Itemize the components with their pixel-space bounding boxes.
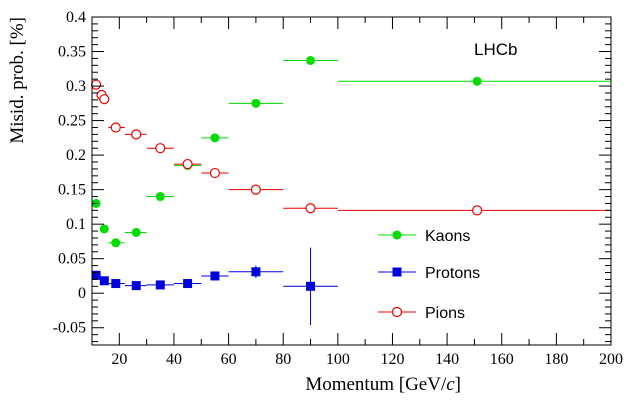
y-tick-label: 0.3	[66, 78, 86, 95]
kaons-data-point	[155, 192, 165, 202]
y-tick-label: 0.05	[58, 251, 86, 268]
kaons-data-point	[251, 98, 261, 108]
x-tick-label: 40	[166, 351, 182, 368]
x-axis-label: Momentum [GeV/c]	[305, 374, 461, 395]
x-ticks: 20 40 60 80 100 120 140 160 180 200	[91, 17, 623, 368]
pions-data-point	[155, 143, 166, 154]
pions-data-point	[209, 167, 221, 179]
legend: Kaons Protons Pions	[378, 228, 480, 322]
x-tick-label: 100	[326, 351, 350, 368]
x-tick-label: 160	[490, 351, 514, 368]
y-tick-label: 0.15	[58, 182, 86, 199]
kaons-data-point	[306, 56, 316, 66]
x-tick-label: 180	[544, 351, 568, 368]
y-tick-label: 0.4	[66, 9, 86, 26]
pions-data-point	[305, 203, 316, 214]
x-tick-label: 20	[111, 351, 127, 368]
y-tick-label: -0.05	[53, 320, 86, 337]
pions-data-point	[131, 129, 142, 140]
pions-data-point	[250, 184, 261, 195]
series-pions	[90, 79, 611, 216]
legend-label-pions: Pions	[425, 305, 465, 322]
protons-data-point	[183, 279, 193, 289]
pions-data-point	[110, 122, 121, 133]
y-tick-label: 0.35	[58, 44, 86, 61]
protons-data-point	[111, 279, 121, 289]
legend-marker-pions	[391, 306, 403, 318]
x-tick-label: 60	[221, 351, 237, 368]
pions-data-point	[472, 205, 483, 216]
x-axis-label-italic: c	[446, 374, 455, 395]
kaons-data-point	[99, 224, 109, 234]
x-tick-label: 80	[275, 351, 291, 368]
annotation-lhcb: LHCb	[474, 40, 517, 59]
protons-data-point	[210, 271, 220, 281]
y-axis-label: Misid. prob. [%]	[7, 17, 28, 144]
protons-data-point	[91, 270, 101, 280]
x-axis-label-end: ]	[455, 374, 461, 395]
y-tick-label: 0.2	[66, 147, 86, 164]
y-tick-label: 0.1	[66, 216, 86, 233]
pions-data-point	[182, 158, 193, 170]
legend-marker-kaons	[392, 230, 402, 240]
x-tick-label: 140	[435, 351, 459, 368]
protons-data-point	[131, 281, 141, 291]
kaons-data-point	[111, 238, 121, 248]
x-tick-label: 120	[380, 351, 404, 368]
pions-data-point	[99, 94, 110, 105]
legend-item-kaons: Kaons	[378, 228, 470, 245]
kaons-data-point	[472, 76, 482, 86]
series-layer	[90, 56, 611, 325]
legend-marker-protons	[392, 267, 402, 277]
y-ticks: -0.05 0 0.05 0.1 0.15 0.2 0.25 0.3 0.35 0.4	[53, 9, 611, 343]
protons-data-point	[251, 267, 261, 277]
protons-data-point	[99, 276, 109, 286]
legend-label-protons: Protons	[425, 265, 480, 282]
legend-item-protons: Protons	[378, 265, 480, 282]
protons-data-point	[155, 280, 165, 290]
y-tick-label: 0	[78, 285, 86, 302]
series-protons	[91, 247, 338, 325]
y-tick-label: 0.25	[58, 113, 86, 130]
kaons-data-point	[131, 227, 141, 237]
kaons-data-point	[210, 133, 220, 143]
legend-item-pions: Pions	[378, 305, 465, 322]
series-kaons	[91, 56, 611, 248]
legend-label-kaons: Kaons	[425, 228, 470, 245]
x-tick-label: 200	[599, 351, 623, 368]
protons-data-point	[306, 281, 316, 291]
x-axis-label-main: Momentum [GeV/	[305, 374, 447, 395]
plot-frame	[91, 16, 612, 346]
pions-data-point	[90, 79, 102, 90]
